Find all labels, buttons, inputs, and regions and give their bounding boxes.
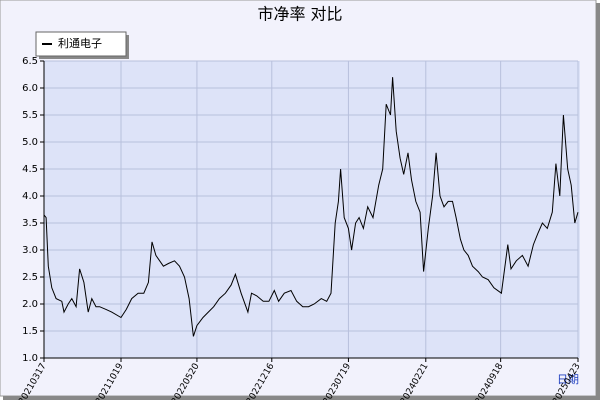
y-tick-label: 2.5	[22, 272, 38, 283]
y-tick-label: 5.0	[22, 137, 38, 148]
x-axis-label: 日期	[557, 373, 579, 386]
y-tick-label: 6.5	[22, 56, 38, 67]
y-tick-label: 4.0	[22, 191, 38, 202]
y-tick-label: 6.0	[22, 83, 38, 94]
y-tick-label: 3.0	[22, 245, 38, 256]
chart-title: 市净率 对比	[257, 5, 342, 24]
shadow	[596, 3, 600, 400]
shadow	[3, 396, 600, 400]
legend-label: 利通电子	[58, 37, 102, 50]
plot-area	[44, 61, 580, 358]
y-tick-label: 2.0	[22, 299, 38, 310]
line	[43, 77, 579, 337]
y-tick-label: 3.5	[22, 218, 38, 229]
y-tick-label: 1.0	[22, 353, 38, 364]
y-tick-label: 5.5	[22, 110, 38, 121]
y-tick-label: 1.5	[22, 326, 38, 337]
y-tick-label: 4.5	[22, 164, 38, 175]
